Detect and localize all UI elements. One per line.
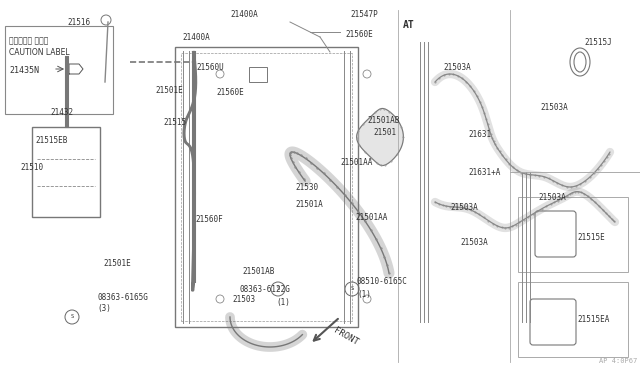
Text: 21515: 21515	[163, 118, 186, 126]
Text: 21503A: 21503A	[538, 192, 566, 202]
Polygon shape	[356, 109, 403, 166]
Text: 21503: 21503	[232, 295, 255, 305]
Text: 21515J: 21515J	[584, 38, 612, 46]
Bar	[32, 127, 100, 217]
Text: 21501A: 21501A	[295, 199, 323, 208]
Bar	[249, 67, 267, 82]
Text: CAUTION LABEL: CAUTION LABEL	[9, 48, 70, 57]
Text: 21516: 21516	[67, 17, 90, 26]
Text: (1): (1)	[357, 289, 371, 298]
Text: コーション ラベル: コーション ラベル	[9, 36, 49, 45]
Text: S: S	[276, 286, 280, 292]
Text: 21400A: 21400A	[230, 10, 258, 19]
Bar	[518, 197, 628, 272]
Text: 21432: 21432	[50, 108, 73, 116]
Text: 08510-6165C: 08510-6165C	[357, 278, 408, 286]
Bar	[518, 282, 628, 357]
Text: AT: AT	[403, 20, 415, 30]
Text: 21501AA: 21501AA	[340, 157, 372, 167]
Text: 21503A: 21503A	[450, 202, 477, 212]
Text: 21503A: 21503A	[540, 103, 568, 112]
Text: 21503A: 21503A	[443, 62, 471, 71]
Text: (1): (1)	[276, 298, 290, 307]
Text: 21515EB: 21515EB	[35, 135, 67, 144]
Text: 08363-6122G: 08363-6122G	[239, 285, 290, 295]
Text: 08363-6165G: 08363-6165G	[97, 292, 148, 301]
Text: 21501AB: 21501AB	[242, 267, 275, 276]
Text: 21501E: 21501E	[155, 86, 183, 94]
Text: 21560U: 21560U	[196, 62, 224, 71]
Text: 21560E: 21560E	[345, 29, 372, 38]
Text: S: S	[351, 286, 353, 292]
Text: 21501E: 21501E	[103, 260, 131, 269]
Text: 21515E: 21515E	[577, 232, 605, 241]
Bar	[5, 26, 113, 114]
Text: 21515EA: 21515EA	[577, 315, 609, 324]
Text: AP 4:0P67: AP 4:0P67	[599, 358, 637, 364]
Text: 21435N: 21435N	[9, 66, 39, 75]
Bar	[175, 47, 358, 327]
Text: FRONT: FRONT	[332, 326, 360, 347]
Text: S: S	[70, 314, 74, 320]
Text: 21501: 21501	[373, 128, 396, 137]
Text: 21501AB: 21501AB	[367, 115, 399, 125]
Text: 21400A: 21400A	[182, 32, 210, 42]
Text: 21510: 21510	[20, 163, 43, 171]
Text: 21503A: 21503A	[460, 237, 488, 247]
Text: 21547P: 21547P	[350, 10, 378, 19]
Text: (3): (3)	[97, 305, 111, 314]
Text: 21631+A: 21631+A	[468, 167, 500, 176]
Text: 21530: 21530	[295, 183, 318, 192]
Bar	[181, 53, 352, 321]
Text: 21501AA: 21501AA	[356, 212, 388, 221]
Text: 21560F: 21560F	[195, 215, 223, 224]
Text: 21560E: 21560E	[216, 87, 244, 96]
Text: 21631: 21631	[468, 129, 491, 138]
